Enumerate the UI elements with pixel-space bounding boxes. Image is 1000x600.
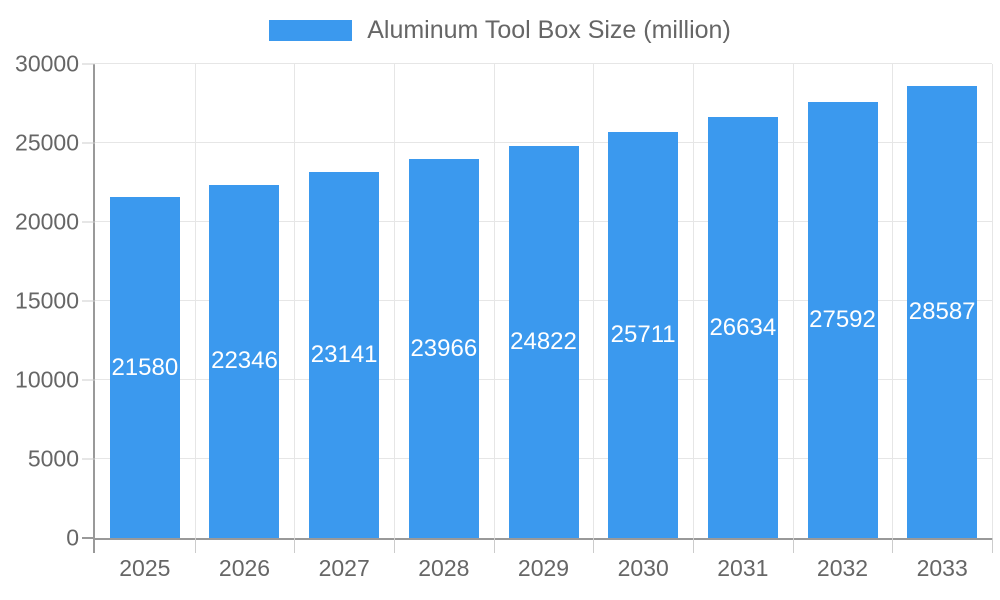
gridline-horizontal [95, 142, 992, 143]
gridline-vertical [493, 64, 495, 538]
legend-label: Aluminum Tool Box Size (million) [367, 16, 731, 44]
x-axis-tick [792, 538, 794, 553]
gridline-horizontal [95, 63, 992, 64]
y-axis-label: 0 [66, 524, 79, 551]
gridline-vertical [692, 64, 694, 538]
bar-2027[interactable]: 23141 [309, 172, 380, 538]
gridline-vertical [992, 64, 993, 538]
gridline-vertical [194, 64, 196, 538]
y-axis-label: 15000 [15, 287, 79, 314]
x-axis-tick [393, 538, 395, 553]
bar-value-label: 21580 [111, 353, 179, 381]
legend-item[interactable]: Aluminum Tool Box Size (million) [0, 16, 1000, 45]
y-axis-tick [82, 221, 95, 223]
bar-value-label: 23966 [410, 334, 478, 362]
x-axis-label: 2027 [318, 555, 370, 581]
x-axis-tick [294, 538, 296, 553]
bar-2032[interactable]: 27592 [807, 102, 878, 538]
x-axis-label: 2029 [517, 555, 570, 581]
y-axis-tick [82, 300, 95, 302]
bar-2028[interactable]: 23966 [408, 159, 479, 538]
x-axis-tick [593, 538, 595, 553]
gridline-vertical [393, 64, 395, 538]
gridline-vertical [593, 64, 595, 538]
x-axis-label: 2025 [119, 555, 171, 581]
x-axis-label: 2026 [218, 555, 271, 581]
x-axis-label: 2033 [916, 555, 968, 581]
bar-value-label: 22346 [211, 347, 278, 375]
x-axis-tick [992, 538, 993, 553]
x-axis-tick [93, 538, 95, 553]
legend-swatch-icon [269, 20, 353, 41]
bar-value-label: 25711 [610, 320, 676, 348]
y-axis-label: 25000 [15, 129, 79, 156]
x-axis-label: 2030 [617, 555, 669, 581]
y-axis-label: 5000 [27, 445, 79, 472]
plot-area: 0 5000 10000 15000 20000 25000 30000 21580 2025 2… [15, 52, 993, 580]
bar-value-label: 26634 [709, 313, 777, 341]
bar-2025[interactable]: 21580 [109, 197, 180, 538]
gridline-vertical [294, 64, 296, 538]
bar-2026[interactable]: 22346 [209, 184, 280, 538]
x-axis-label: 2028 [418, 555, 470, 581]
y-axis-label: 30000 [15, 50, 79, 77]
y-axis-tick [82, 142, 95, 144]
x-axis-label: 2032 [816, 555, 869, 581]
gridline-vertical [792, 64, 794, 538]
y-axis-label: 10000 [15, 366, 79, 393]
x-axis-tick [692, 538, 694, 553]
bar-value-label: 27592 [809, 306, 876, 334]
bar-value-label: 24822 [510, 327, 577, 355]
bar-2029[interactable]: 24822 [508, 145, 579, 538]
y-axis-tick [82, 458, 95, 460]
x-axis-tick [892, 538, 894, 553]
y-axis-tick [82, 63, 95, 65]
bar-value-label: 28587 [908, 298, 976, 326]
bar-2031[interactable]: 26634 [707, 117, 778, 538]
x-axis-label: 2031 [717, 555, 769, 581]
x-axis-tick [493, 538, 495, 553]
x-axis-tick [194, 538, 196, 553]
bar-2033[interactable]: 28587 [907, 86, 978, 538]
y-axis-tick [82, 537, 95, 539]
bar-value-label: 23141 [310, 341, 378, 369]
gridline-vertical [892, 64, 894, 538]
y-axis-tick [82, 379, 95, 381]
y-axis-label: 20000 [15, 208, 79, 235]
bar-2030[interactable]: 25711 [608, 131, 679, 538]
